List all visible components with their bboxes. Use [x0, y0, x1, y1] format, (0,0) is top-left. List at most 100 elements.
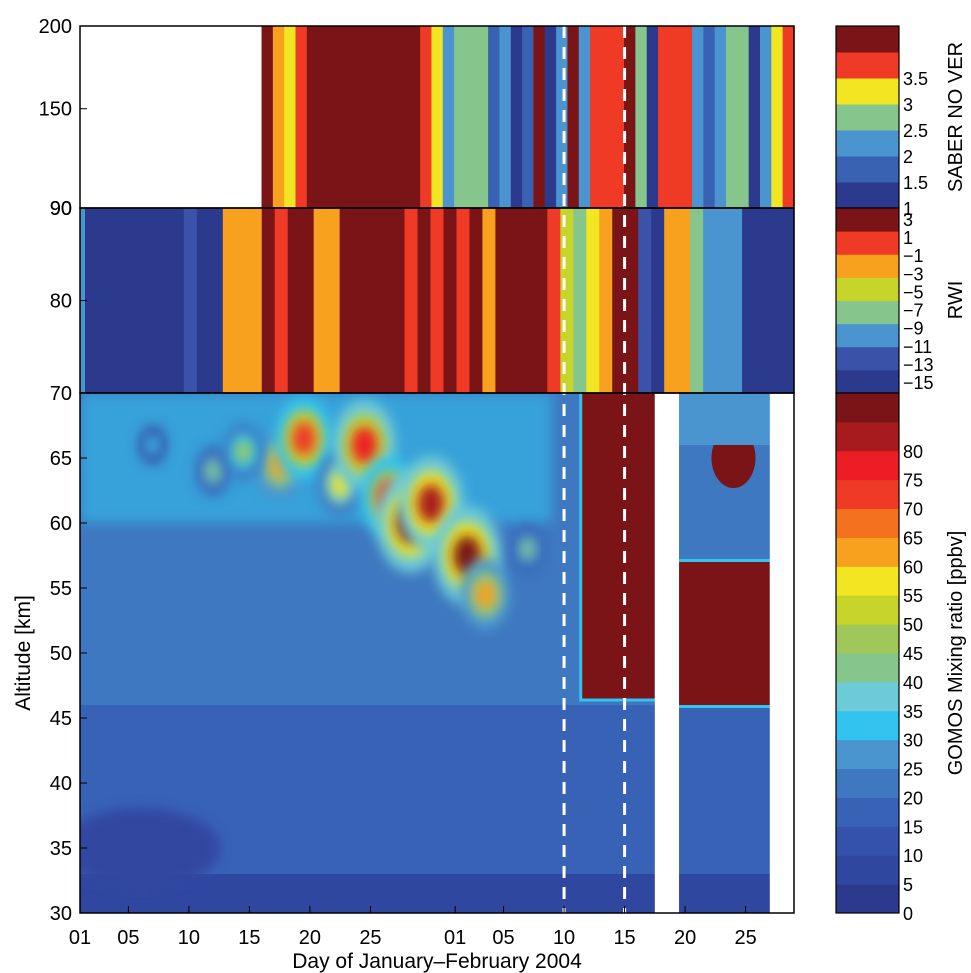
gomos-hotspot	[351, 426, 378, 464]
y-tick-label: 60	[50, 513, 72, 535]
saber-stripe	[680, 26, 693, 208]
colorbar-swatch	[836, 78, 899, 105]
saber-stripe	[567, 26, 580, 208]
colorbar-swatch	[836, 826, 899, 856]
saber-stripe	[590, 26, 603, 208]
saber-stripe	[306, 26, 319, 208]
rwi-stripe	[157, 208, 172, 393]
saber-stripe	[431, 26, 444, 208]
colorbar-label: 2.5	[903, 121, 928, 141]
colorbar-label: −9	[903, 319, 924, 339]
saber-stripe	[284, 26, 297, 208]
y-tick-label: 50	[50, 643, 72, 665]
colorbar-swatch	[836, 323, 899, 348]
saber-stripe	[442, 26, 455, 208]
colorbar-label: 10	[903, 846, 923, 866]
saber-stripe	[646, 26, 659, 208]
y-tick-label: 40	[50, 773, 72, 795]
colorbar-swatch	[836, 156, 899, 183]
colorbar-label: 5	[903, 875, 913, 895]
colorbar-swatch	[836, 653, 899, 683]
vertical-markers	[562, 26, 627, 913]
rwi-stripe	[677, 208, 691, 393]
rwi-stripe	[768, 208, 782, 393]
colorbar-swatch	[836, 393, 899, 423]
colorbar-label: −5	[903, 282, 924, 302]
rwi-stripe	[235, 208, 250, 393]
colorbar-label: −1	[903, 246, 924, 266]
gomos-hotspot	[147, 437, 158, 453]
saber-stripe	[397, 26, 410, 208]
rwi-stripe	[196, 208, 211, 393]
colorbar-label: 50	[903, 615, 923, 635]
saber-stripe	[374, 26, 387, 208]
rwi-stripe	[300, 208, 315, 393]
data-gap	[654, 393, 680, 913]
colorbar-swatch	[836, 537, 899, 567]
colorbar-swatch	[836, 450, 899, 481]
saber-stripe	[533, 26, 546, 208]
colorbar-label: 15	[903, 817, 923, 837]
colorbar-label: 1.5	[903, 173, 928, 193]
gomos-enhanced	[679, 562, 770, 705]
rwi-stripe	[378, 208, 393, 393]
colorbar-swatch	[836, 52, 899, 79]
rwi-stripe	[560, 208, 574, 393]
x-tick-label: 10	[178, 927, 200, 949]
rwi-stripe	[326, 208, 341, 393]
rwi-stripe	[248, 208, 263, 393]
colorbar-swatch	[836, 300, 899, 325]
colorbar-swatch	[836, 26, 899, 53]
rwi-stripe	[690, 208, 704, 393]
y-tick-label: 150	[39, 99, 72, 121]
colorbar-label: 35	[903, 702, 923, 722]
colorbar-swatch	[836, 130, 899, 157]
x-tick-label: 15	[613, 927, 635, 949]
colorbar-label: 2	[903, 147, 913, 167]
saber-stripe	[408, 26, 421, 208]
rwi-stripe	[391, 208, 406, 393]
colorbar-swatch	[836, 710, 899, 741]
x-tick-label: 05	[117, 927, 139, 949]
rwi-stripe	[443, 208, 458, 393]
rwi-stripe	[417, 208, 432, 393]
y-tick-label: 90	[50, 198, 72, 220]
colorbar-swatch	[836, 277, 899, 301]
colorbar-title: SABER NO VER	[945, 42, 967, 192]
saber-stripe	[465, 26, 478, 208]
colorbar-label: −11	[903, 337, 932, 357]
colorbar-label: 3.5	[903, 69, 928, 89]
colorbar-label: 60	[903, 557, 923, 577]
colorbar-label: −7	[903, 301, 924, 321]
x-tick-label: 01	[69, 927, 91, 949]
colorbar-swatch	[836, 346, 899, 371]
rwi-stripe	[755, 208, 769, 393]
colorbar-swatch	[836, 421, 899, 452]
x-tick-label: 05	[492, 927, 514, 949]
saber-stripe	[624, 26, 636, 208]
colorbar-swatch	[836, 369, 899, 394]
rwi-stripe	[781, 208, 795, 393]
colorbar-swatch	[836, 624, 899, 654]
x-axis-ticks: 01 05 10 15 20 25 01 05 10 15 20 25	[69, 906, 757, 949]
x-tick-label: 15	[238, 927, 260, 949]
colorbar-label: 65	[903, 528, 923, 548]
colorbar-swatch	[836, 595, 899, 625]
rwi-stripe	[742, 208, 756, 393]
gomos-panel	[80, 393, 794, 913]
saber-stripe	[363, 26, 376, 208]
saber-stripe	[703, 26, 716, 208]
colorbar-label: 1	[903, 228, 913, 248]
colorbar-label: 0	[903, 904, 913, 924]
gomos-hotspot	[292, 421, 316, 456]
rwi-stripe	[339, 208, 354, 393]
y-tick-label: 55	[50, 578, 72, 600]
saber-stripe	[726, 26, 738, 208]
rwi-stripe	[586, 208, 600, 393]
saber-stripe	[748, 26, 761, 208]
colorbar-swatch	[836, 231, 899, 255]
rwi-stripe	[547, 208, 561, 393]
colorbar-frame	[835, 392, 900, 914]
rwi-stripe	[625, 208, 639, 393]
